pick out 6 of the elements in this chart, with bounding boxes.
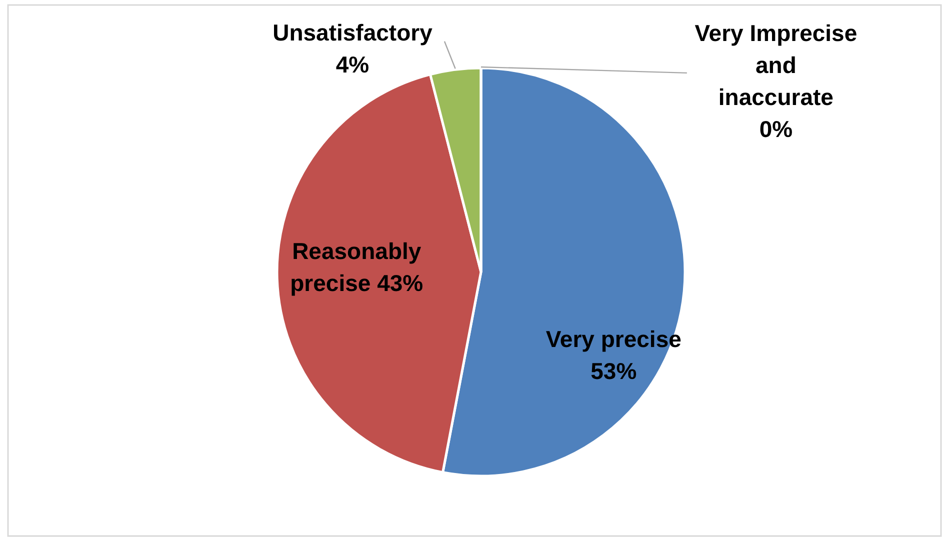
slice-label: Unsatisfactory [272, 19, 433, 46]
data-label: 4% [336, 51, 370, 78]
category-label: Very Imprecise and inaccurate [694, 20, 858, 110]
data-label: 53% [590, 358, 637, 384]
text: 0% [759, 116, 793, 142]
slice-label: Reasonably precise 43% [290, 238, 424, 296]
